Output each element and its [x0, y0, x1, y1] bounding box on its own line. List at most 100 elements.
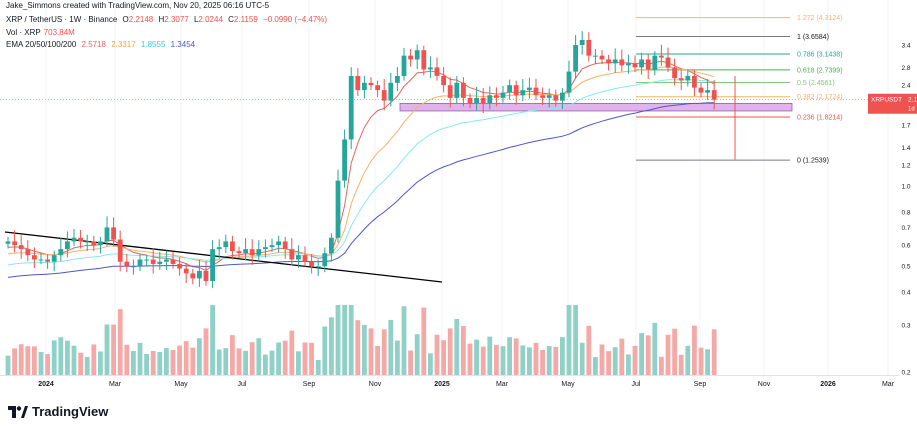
- volume-bar: [447, 328, 453, 375]
- candle-body: [586, 40, 592, 56]
- volume-bar: [652, 322, 658, 375]
- volume-bars: [5, 305, 717, 375]
- volume-bar: [111, 324, 116, 375]
- x-tick-label: Mar: [109, 381, 122, 388]
- volume-bar: [434, 334, 440, 375]
- candle-body: [414, 50, 420, 60]
- volume-bar: [401, 306, 407, 375]
- volume-bar: [71, 345, 77, 375]
- volume-bar: [296, 351, 301, 375]
- ema-line: EMA 20/50/100/200 2.5718 2.3317 1.8555 1…: [6, 40, 196, 49]
- candle-body: [606, 59, 611, 64]
- y-tick-label: 0.5: [901, 264, 910, 271]
- candle-body: [672, 67, 677, 79]
- candle-body: [474, 97, 479, 104]
- candle-body: [256, 249, 262, 256]
- grid-lines: [45, 0, 889, 375]
- candle-body: [342, 139, 347, 181]
- ema-100-line: [7, 79, 715, 266]
- candle-body: [705, 90, 710, 93]
- x-tick-label: Sep: [694, 381, 707, 388]
- candle-body: [665, 57, 671, 68]
- candle-body: [711, 90, 717, 100]
- candle-body: [560, 92, 565, 101]
- candle-body: [626, 63, 631, 66]
- volume-bar: [645, 335, 651, 375]
- price-tag-symbol: XRPUSDT: [871, 97, 902, 104]
- x-tick-label: Mar: [496, 381, 509, 388]
- candle-body: [269, 245, 275, 248]
- candle-body: [170, 259, 176, 264]
- y-tick-label: 0.2: [901, 370, 910, 377]
- volume-bar: [45, 354, 50, 375]
- volume-bar: [170, 349, 176, 375]
- y-tick-label: 2.8: [901, 65, 910, 72]
- volume-bar: [51, 340, 57, 375]
- candle-body: [520, 90, 526, 96]
- y-tick-label: 1.0: [901, 184, 910, 191]
- candle-body: [164, 259, 169, 262]
- candle-body: [513, 85, 519, 96]
- volume-bar: [678, 354, 684, 375]
- volume-bar: [25, 346, 31, 375]
- fib-label: 0.5 (2.4561): [797, 80, 835, 87]
- candle-body: [249, 249, 255, 256]
- candle-body: [263, 247, 268, 250]
- candle-body: [348, 75, 354, 140]
- candle-body: [395, 75, 400, 83]
- volume-bar: [256, 338, 262, 375]
- trendline: [4, 231, 443, 283]
- volume-bar: [698, 347, 704, 375]
- volume-bar: [5, 355, 11, 375]
- volume-bar: [157, 351, 163, 375]
- volume-bar: [98, 351, 103, 375]
- candle-body: [573, 45, 578, 72]
- volume-bar: [368, 328, 374, 375]
- volume-line: Vol · XRP 703.84M: [6, 28, 75, 37]
- candle-body: [137, 259, 143, 267]
- candle-body: [183, 268, 189, 274]
- volume-bar: [494, 345, 499, 375]
- volume-bar: [626, 354, 631, 375]
- volume-bar: [566, 305, 572, 375]
- candle-body: [428, 67, 433, 70]
- candle-body: [91, 241, 97, 246]
- volume-bar: [606, 351, 611, 375]
- tradingview-logo: TradingView: [8, 404, 108, 419]
- volume-bar: [639, 333, 644, 375]
- volume-bar: [104, 324, 110, 375]
- candle-body: [5, 241, 11, 244]
- candle-body: [322, 253, 328, 267]
- candle-body: [599, 55, 605, 60]
- volume-bar: [586, 325, 592, 375]
- volume-bar: [131, 351, 136, 375]
- candles: [5, 31, 736, 289]
- volume-bar: [711, 329, 717, 375]
- volume-bar: [164, 348, 169, 375]
- volume-bar: [243, 350, 248, 375]
- volume-bar: [705, 349, 710, 375]
- fib-label: 1.272 (4.3124): [797, 15, 843, 22]
- candle-body: [461, 82, 466, 98]
- candle-body: [18, 245, 24, 250]
- y-tick-label: 1.7: [901, 123, 910, 130]
- volume-bar: [302, 342, 308, 375]
- y-tick-label: 0.6: [901, 243, 910, 250]
- candle-body: [487, 95, 493, 104]
- candle-body: [652, 55, 658, 70]
- candle-body: [45, 259, 50, 262]
- x-tick-label: 2026: [820, 381, 836, 388]
- volume-bar: [414, 334, 420, 375]
- candle-body: [375, 85, 380, 91]
- volume-bar: [18, 344, 24, 375]
- candle-body: [546, 95, 552, 98]
- candle-body: [190, 273, 196, 279]
- fib-label: 0.382 (2.1724): [797, 94, 843, 101]
- x-tick-label: Mar: [882, 381, 895, 388]
- candle-body: [527, 87, 532, 91]
- volume-bar: [58, 337, 64, 375]
- fib-label: 0 (1.2539): [797, 158, 829, 165]
- volume-bar: [579, 342, 585, 375]
- volume-bar: [197, 338, 202, 375]
